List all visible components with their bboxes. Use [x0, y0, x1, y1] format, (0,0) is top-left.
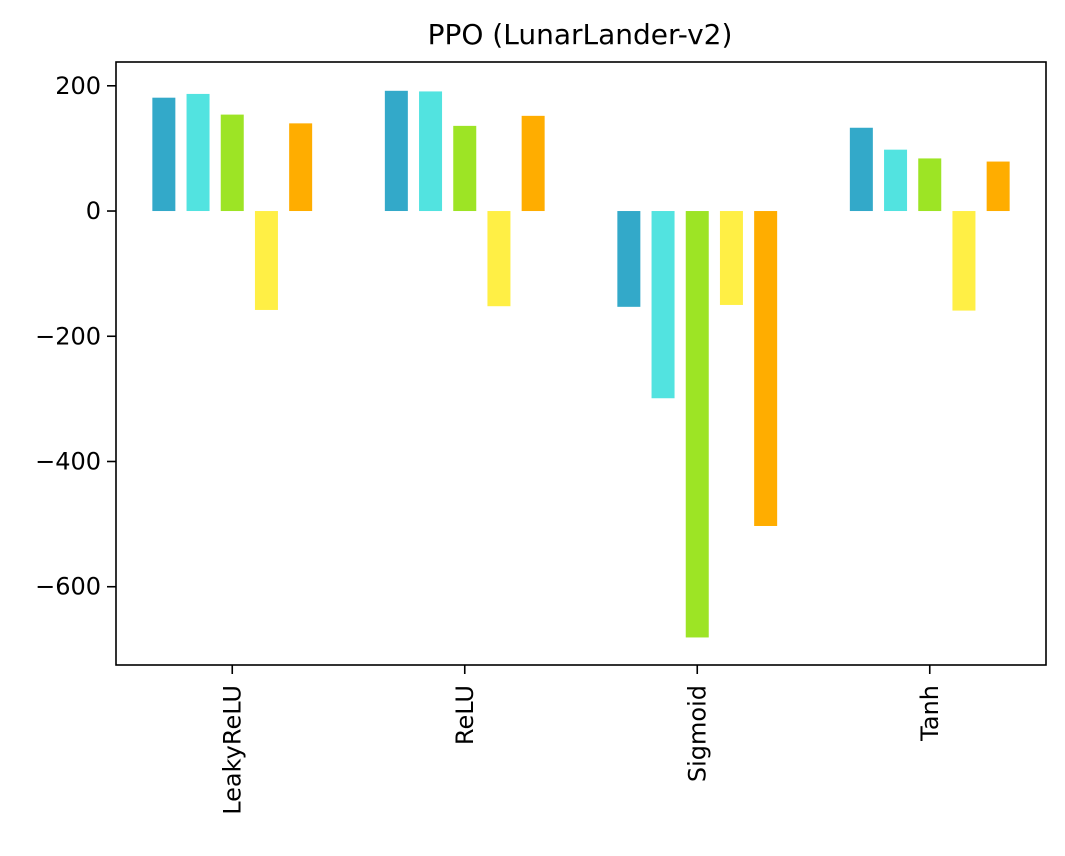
- bar-sigmoid-5: [754, 211, 778, 526]
- x-tick-label-sigmoid: Sigmoid: [683, 685, 711, 782]
- bar-leakyrelu-2: [186, 93, 210, 212]
- bar-relu-2: [419, 91, 443, 212]
- bar-relu-1: [384, 90, 408, 212]
- y-tick-label: 200: [55, 72, 101, 100]
- x-tick-label-leakyrelu: LeakyReLU: [218, 685, 246, 815]
- plot-frame: [115, 61, 1047, 666]
- y-tick-label: 0: [86, 197, 101, 225]
- bar-sigmoid-3: [685, 211, 709, 638]
- bar-tanh-3: [918, 158, 942, 212]
- bar-leakyrelu-3: [220, 114, 244, 212]
- bar-sigmoid-1: [617, 211, 641, 307]
- bar-sigmoid-4: [719, 211, 743, 305]
- x-axis: LeakyReLU ReLU Sigmoid Tanh: [218, 665, 944, 815]
- y-tick-label: −400: [35, 447, 101, 475]
- bar-leakyrelu-5: [289, 123, 313, 212]
- bar-sigmoid-2: [651, 211, 675, 399]
- bar-tanh-2: [884, 149, 908, 212]
- bar-relu-4: [487, 211, 511, 307]
- bar-relu-5: [521, 115, 545, 212]
- bar-relu-3: [453, 125, 477, 212]
- x-tick-label-relu: ReLU: [451, 685, 479, 745]
- y-axis: 200 0 −200 −400 −600: [35, 72, 116, 601]
- bar-tanh-5: [986, 161, 1010, 212]
- bar-tanh-4: [952, 211, 976, 311]
- chart-title: PPO (LunarLander-v2): [428, 18, 733, 51]
- y-tick-label: −200: [35, 322, 101, 350]
- bar-leakyrelu-4: [254, 211, 278, 310]
- bar-tanh-1: [849, 127, 873, 212]
- x-tick-label-tanh: Tanh: [916, 685, 944, 742]
- bars-group: [152, 90, 1010, 638]
- y-tick-label: −600: [35, 573, 101, 601]
- bar-leakyrelu-1: [152, 97, 176, 212]
